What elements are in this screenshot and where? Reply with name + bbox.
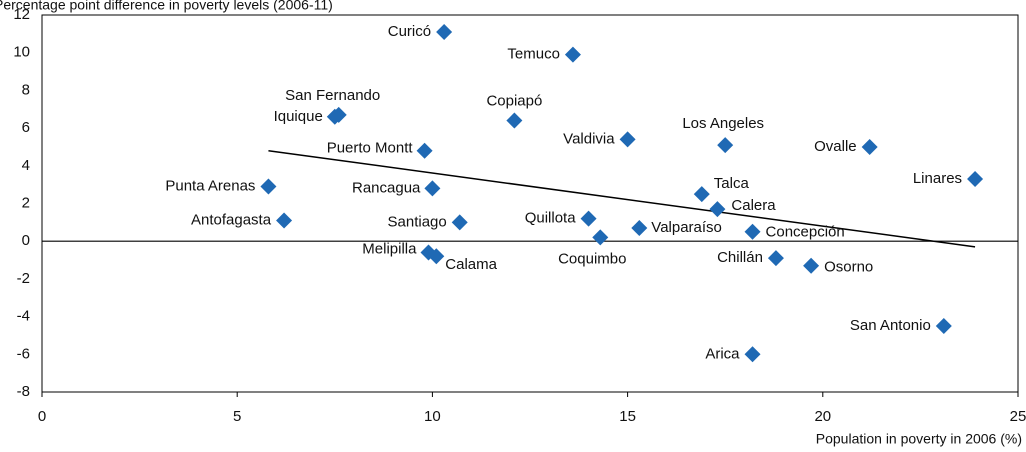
point: [861, 138, 878, 155]
trend-line: [268, 149, 976, 248]
point-label: Talca: [714, 175, 750, 192]
x-tick-label: 5: [233, 408, 241, 425]
x-tick-label: 0: [38, 408, 46, 425]
y-tick-label: -8: [17, 383, 30, 400]
point-label: Los Angeles: [682, 115, 764, 132]
point: [717, 137, 734, 154]
point: [619, 131, 636, 148]
point-label: Ovalle: [814, 138, 857, 155]
point-label: Concepción: [766, 224, 845, 241]
point-label: Puerto Montt: [327, 140, 414, 157]
point: [428, 248, 445, 265]
point-label: Santiago: [388, 213, 447, 230]
point: [260, 178, 277, 195]
point-label: Temuco: [507, 46, 560, 63]
point-label: San Fernando: [285, 87, 380, 104]
point-label: Coquimbo: [558, 250, 626, 267]
point-label: Iquique: [274, 108, 323, 125]
point: [693, 186, 710, 203]
y-tick-label: 6: [22, 119, 30, 136]
x-tick-label: 25: [1010, 408, 1026, 425]
point-label: Valdivia: [563, 130, 615, 147]
point: [326, 108, 343, 125]
x-tick-label: 10: [424, 408, 441, 425]
point: [967, 170, 984, 187]
y-axis-label: Percentage point difference in poverty l…: [0, 0, 333, 13]
x-axis-label: Population in poverty in 2006 (%): [816, 431, 1022, 447]
y-tick-label: 8: [22, 81, 30, 98]
point-label: Quillota: [525, 210, 577, 227]
point: [436, 23, 453, 40]
point-label: Arica: [705, 345, 740, 362]
point-label: Rancagua: [352, 179, 421, 196]
y-tick-label: -4: [17, 308, 30, 325]
y-tick-label: 12: [13, 6, 30, 23]
point: [276, 212, 293, 229]
point: [744, 346, 761, 363]
plot-frame: [41, 14, 1019, 393]
point: [767, 250, 784, 267]
point-label: Calama: [445, 256, 497, 273]
point: [564, 46, 581, 63]
y-tick-label: 0: [22, 232, 30, 249]
point-label: Linares: [913, 170, 962, 187]
point: [709, 201, 726, 218]
point: [506, 112, 523, 129]
point: [416, 142, 433, 159]
point: [451, 214, 468, 231]
point-label: Osorno: [824, 259, 873, 276]
point-label: Antofagasta: [191, 211, 272, 228]
x-tick-label: 20: [814, 408, 831, 425]
y-tick-label: -2: [17, 270, 30, 287]
point: [420, 244, 437, 261]
point: [631, 220, 648, 237]
point-label: Calera: [731, 197, 776, 214]
point-label: Melipilla: [362, 240, 417, 257]
point-label: Copiapó: [486, 93, 542, 110]
point: [580, 210, 597, 227]
y-tick-label: 10: [13, 44, 30, 61]
point-label: Curicó: [388, 23, 431, 40]
y-tick-label: 2: [22, 194, 30, 211]
x-tick-label: 15: [619, 408, 636, 425]
point: [744, 223, 761, 240]
y-tick-label: 4: [22, 157, 30, 174]
point-label: San Antonio: [850, 317, 931, 334]
point: [803, 257, 820, 274]
point-label: Valparaíso: [651, 219, 722, 236]
point-label: Punta Arenas: [165, 178, 255, 195]
point-label: Chillán: [717, 249, 763, 266]
point: [424, 180, 441, 197]
y-tick-label: -6: [17, 345, 30, 362]
point: [935, 318, 952, 335]
point: [592, 229, 609, 246]
